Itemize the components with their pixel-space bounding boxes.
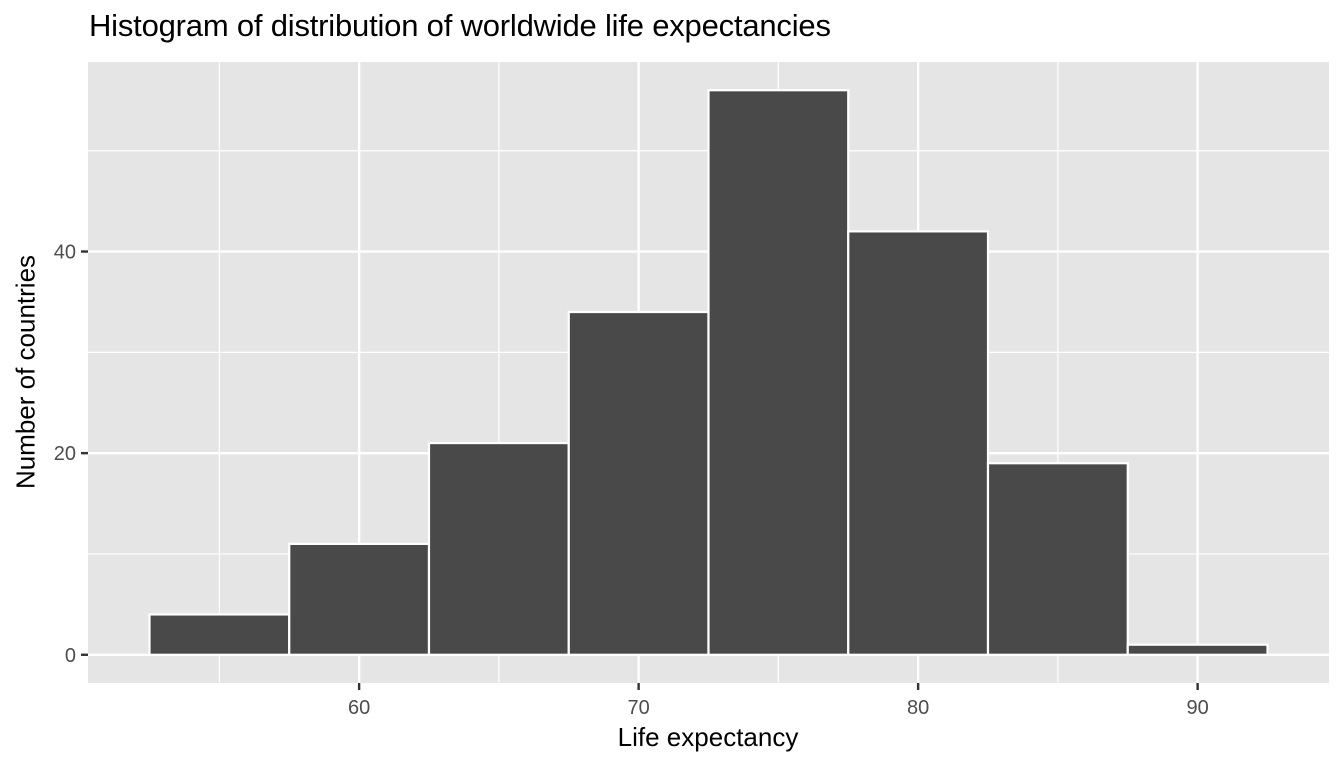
histogram-bar xyxy=(427,441,570,656)
x-tick-label: 70 xyxy=(627,697,649,719)
histogram-bar xyxy=(288,542,431,656)
chart-title: Histogram of distribution of worldwide l… xyxy=(89,8,831,43)
histogram-bar xyxy=(986,462,1129,656)
y-tick-label: 20 xyxy=(54,443,76,465)
histogram-bars xyxy=(148,89,1269,656)
histogram-bar xyxy=(567,310,710,656)
y-axis: 0 20 40 xyxy=(54,242,88,667)
histogram-bar xyxy=(1126,643,1269,656)
x-tick-label: 80 xyxy=(907,697,929,719)
histogram-bar xyxy=(707,89,850,656)
y-tick-label: 40 xyxy=(54,242,76,264)
histogram-bar xyxy=(847,230,990,656)
x-tick-label: 60 xyxy=(348,697,370,719)
y-tick-label: 0 xyxy=(65,645,76,667)
histogram-bar xyxy=(148,613,291,656)
x-axis: 60 70 80 90 xyxy=(348,683,1209,719)
x-axis-label: Life expectancy xyxy=(617,722,799,752)
x-tick-label: 90 xyxy=(1187,697,1209,719)
